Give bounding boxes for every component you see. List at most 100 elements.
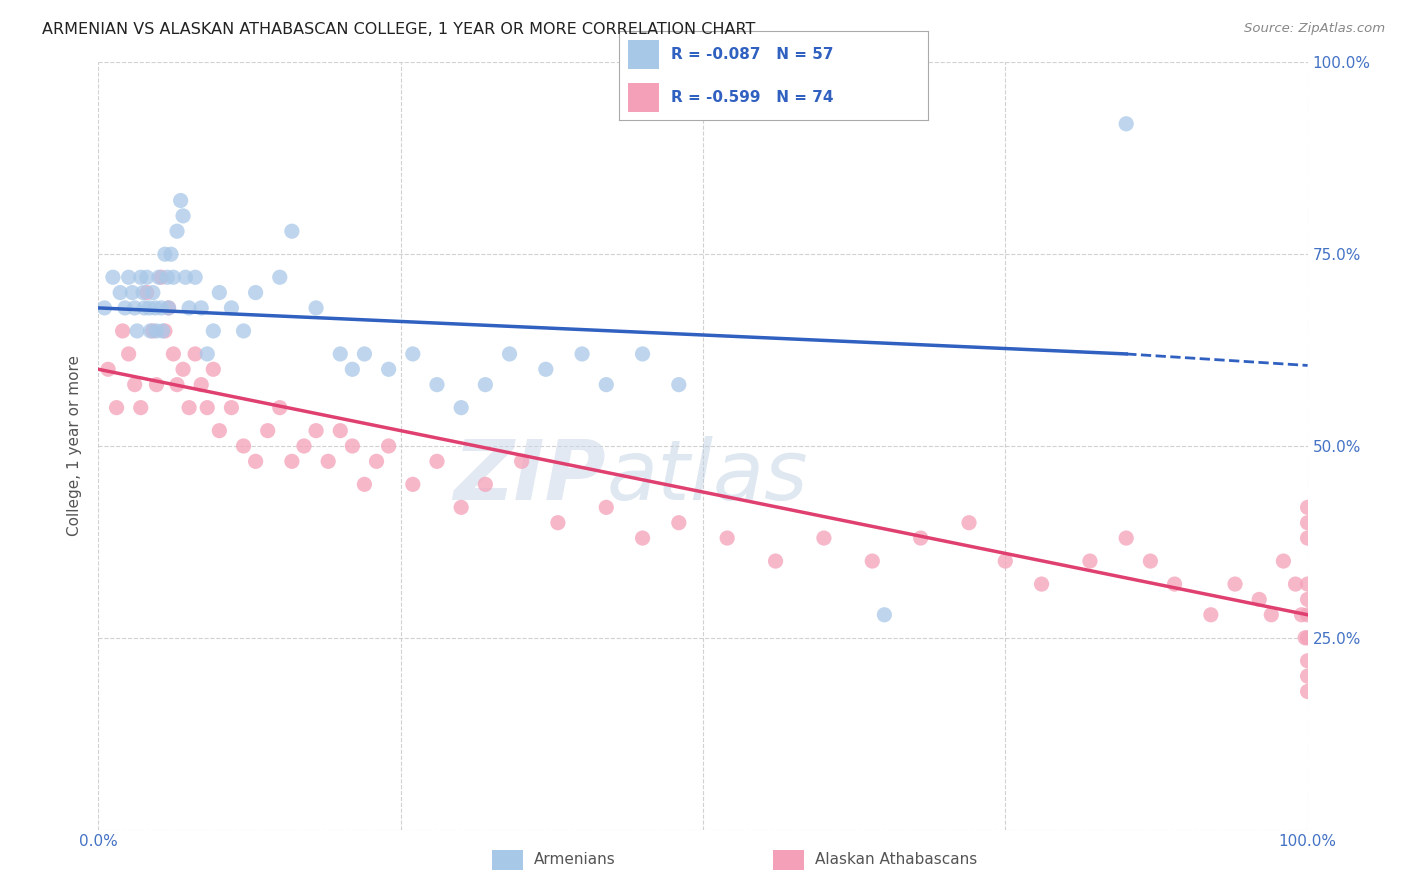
Point	[957, 516, 980, 530]
Text: R = -0.599   N = 74: R = -0.599 N = 74	[671, 90, 834, 104]
Point	[93, 301, 115, 315]
Point	[118, 347, 141, 361]
Point	[179, 401, 201, 415]
Point	[329, 347, 352, 361]
Point	[1296, 577, 1319, 591]
Point	[162, 270, 184, 285]
Point	[1115, 531, 1137, 545]
Text: ZIP: ZIP	[454, 436, 606, 517]
Point	[169, 194, 191, 208]
Point	[342, 439, 364, 453]
Point	[166, 224, 188, 238]
Point	[1296, 654, 1319, 668]
Point	[292, 439, 315, 453]
Point	[208, 424, 231, 438]
Point	[208, 285, 231, 300]
Point	[377, 439, 399, 453]
Point	[329, 424, 352, 438]
Point	[118, 270, 141, 285]
Point	[245, 454, 267, 468]
Point	[184, 270, 207, 285]
Point	[139, 324, 162, 338]
Point	[450, 500, 472, 515]
Point	[1296, 500, 1319, 515]
Point	[1296, 669, 1319, 683]
Point	[150, 270, 173, 285]
Point	[166, 377, 188, 392]
Point	[668, 516, 690, 530]
Point	[153, 247, 176, 261]
Point	[668, 377, 690, 392]
Point	[595, 377, 617, 392]
Point	[1296, 592, 1319, 607]
Point	[179, 301, 201, 315]
Point	[631, 531, 654, 545]
Point	[547, 516, 569, 530]
Point	[426, 377, 449, 392]
Point	[402, 347, 425, 361]
Point	[202, 324, 225, 338]
Point	[184, 347, 207, 361]
Point	[342, 362, 364, 376]
Point	[305, 301, 328, 315]
Point	[765, 554, 787, 568]
Point	[190, 377, 212, 392]
Text: ARMENIAN VS ALASKAN ATHABASCAN COLLEGE, 1 YEAR OR MORE CORRELATION CHART: ARMENIAN VS ALASKAN ATHABASCAN COLLEGE, …	[42, 22, 755, 37]
Point	[160, 247, 183, 261]
Point	[114, 301, 136, 315]
Point	[994, 554, 1017, 568]
Point	[97, 362, 120, 376]
Point	[124, 377, 146, 392]
Point	[157, 301, 180, 315]
Point	[245, 285, 267, 300]
Point	[353, 477, 375, 491]
Text: Alaskan Athabascans: Alaskan Athabascans	[815, 853, 977, 867]
Point	[1291, 607, 1313, 622]
Point	[498, 347, 520, 361]
Point	[716, 531, 738, 545]
Point	[269, 270, 291, 285]
Point	[152, 324, 174, 338]
Point	[232, 439, 254, 453]
Point	[121, 285, 143, 300]
Point	[256, 424, 278, 438]
Point	[190, 301, 212, 315]
Point	[129, 270, 152, 285]
Point	[510, 454, 533, 468]
Point	[172, 209, 194, 223]
Point	[402, 477, 425, 491]
Point	[143, 301, 166, 315]
Point	[377, 362, 399, 376]
Point	[1199, 607, 1222, 622]
Point	[1296, 516, 1319, 530]
Point	[1078, 554, 1101, 568]
Point	[426, 454, 449, 468]
Text: R = -0.087   N = 57: R = -0.087 N = 57	[671, 47, 834, 62]
Point	[316, 454, 339, 468]
Point	[127, 324, 149, 338]
Point	[873, 607, 896, 622]
Point	[910, 531, 932, 545]
Point	[101, 270, 124, 285]
Point	[135, 285, 157, 300]
Point	[1115, 117, 1137, 131]
Point	[1296, 607, 1319, 622]
Y-axis label: College, 1 year or more: College, 1 year or more	[67, 356, 83, 536]
Bar	[628, 40, 659, 69]
Point	[138, 301, 160, 315]
Point	[134, 301, 156, 315]
Point	[281, 454, 304, 468]
Point	[105, 401, 128, 415]
Point	[108, 285, 131, 300]
Point	[595, 500, 617, 515]
Point	[195, 347, 218, 361]
Point	[202, 362, 225, 376]
Point	[1260, 607, 1282, 622]
Point	[1139, 554, 1161, 568]
Point	[366, 454, 388, 468]
Point	[1284, 577, 1306, 591]
Point	[148, 270, 170, 285]
Point	[135, 270, 157, 285]
Point	[305, 424, 328, 438]
Text: atlas: atlas	[606, 436, 808, 517]
